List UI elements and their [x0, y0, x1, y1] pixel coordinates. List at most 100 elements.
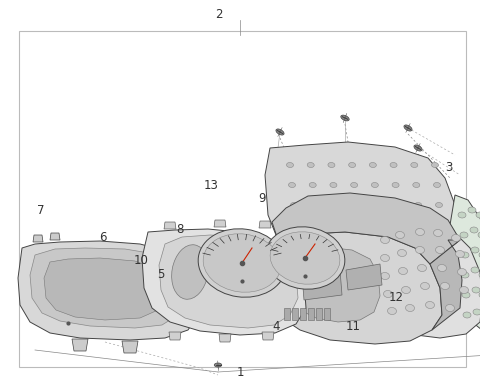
Polygon shape	[324, 308, 330, 320]
Ellipse shape	[264, 242, 288, 286]
Ellipse shape	[384, 291, 393, 298]
Polygon shape	[18, 241, 198, 340]
Polygon shape	[356, 215, 480, 338]
Ellipse shape	[471, 267, 479, 273]
Polygon shape	[214, 220, 226, 227]
Ellipse shape	[198, 229, 286, 297]
Ellipse shape	[416, 229, 424, 235]
Ellipse shape	[373, 203, 380, 208]
Polygon shape	[316, 308, 322, 320]
Ellipse shape	[387, 308, 396, 315]
Ellipse shape	[381, 254, 389, 261]
Ellipse shape	[435, 203, 443, 208]
Ellipse shape	[288, 183, 296, 188]
Text: 13: 13	[204, 179, 218, 192]
Ellipse shape	[404, 125, 412, 131]
Ellipse shape	[433, 230, 443, 237]
Ellipse shape	[309, 183, 316, 188]
Polygon shape	[50, 233, 60, 240]
Ellipse shape	[472, 287, 480, 293]
Ellipse shape	[406, 305, 415, 312]
Ellipse shape	[330, 183, 337, 188]
Ellipse shape	[353, 203, 360, 208]
Text: 12: 12	[388, 291, 404, 304]
Text: 6: 6	[99, 231, 107, 244]
Ellipse shape	[214, 363, 222, 367]
Polygon shape	[346, 264, 382, 290]
Ellipse shape	[351, 183, 358, 188]
Ellipse shape	[471, 247, 479, 253]
Ellipse shape	[433, 183, 441, 188]
Ellipse shape	[276, 129, 284, 135]
Ellipse shape	[370, 163, 376, 168]
Polygon shape	[450, 195, 480, 330]
Polygon shape	[33, 235, 43, 242]
Polygon shape	[265, 142, 460, 244]
Polygon shape	[300, 308, 306, 320]
Ellipse shape	[401, 286, 410, 293]
Ellipse shape	[478, 232, 480, 238]
Polygon shape	[272, 232, 442, 344]
Ellipse shape	[479, 292, 480, 298]
Text: 8: 8	[176, 223, 184, 236]
Ellipse shape	[307, 163, 314, 168]
Polygon shape	[72, 339, 88, 351]
Ellipse shape	[287, 163, 293, 168]
Ellipse shape	[416, 247, 424, 254]
Text: 10: 10	[134, 254, 149, 267]
Polygon shape	[302, 270, 342, 300]
Ellipse shape	[459, 286, 468, 293]
Text: 7: 7	[37, 204, 45, 217]
Ellipse shape	[390, 163, 397, 168]
Ellipse shape	[328, 163, 335, 168]
Ellipse shape	[381, 237, 389, 244]
Text: 5: 5	[157, 267, 165, 281]
Ellipse shape	[460, 232, 468, 238]
Ellipse shape	[413, 183, 420, 188]
Text: 4: 4	[272, 320, 280, 333]
Ellipse shape	[332, 203, 339, 208]
Text: 3: 3	[445, 161, 453, 174]
Ellipse shape	[381, 273, 389, 279]
Ellipse shape	[437, 264, 446, 271]
Ellipse shape	[461, 272, 469, 278]
Polygon shape	[169, 332, 181, 340]
Polygon shape	[259, 221, 271, 228]
Polygon shape	[430, 240, 462, 330]
Ellipse shape	[225, 242, 255, 294]
Ellipse shape	[411, 163, 418, 168]
Ellipse shape	[398, 267, 408, 274]
Polygon shape	[219, 334, 231, 342]
Polygon shape	[292, 308, 298, 320]
Text: 2: 2	[215, 8, 222, 21]
Ellipse shape	[372, 183, 378, 188]
Ellipse shape	[392, 183, 399, 188]
Ellipse shape	[420, 283, 430, 290]
Polygon shape	[142, 229, 306, 335]
Ellipse shape	[394, 203, 401, 208]
Ellipse shape	[425, 301, 434, 308]
Ellipse shape	[468, 207, 476, 213]
Ellipse shape	[265, 227, 345, 289]
Ellipse shape	[414, 145, 422, 151]
Polygon shape	[164, 222, 176, 229]
Ellipse shape	[441, 283, 449, 290]
Ellipse shape	[463, 312, 471, 318]
Ellipse shape	[479, 272, 480, 278]
Polygon shape	[44, 258, 165, 320]
Ellipse shape	[470, 227, 478, 233]
Ellipse shape	[396, 232, 405, 239]
Text: 1: 1	[236, 366, 244, 379]
Ellipse shape	[290, 203, 298, 208]
Ellipse shape	[311, 203, 318, 208]
Ellipse shape	[445, 305, 455, 312]
Ellipse shape	[203, 234, 281, 292]
Ellipse shape	[172, 245, 208, 299]
Ellipse shape	[476, 212, 480, 218]
Polygon shape	[272, 193, 460, 264]
Polygon shape	[159, 235, 298, 328]
Ellipse shape	[418, 264, 427, 271]
Ellipse shape	[415, 203, 422, 208]
Text: 11: 11	[345, 320, 360, 333]
Ellipse shape	[435, 247, 444, 254]
